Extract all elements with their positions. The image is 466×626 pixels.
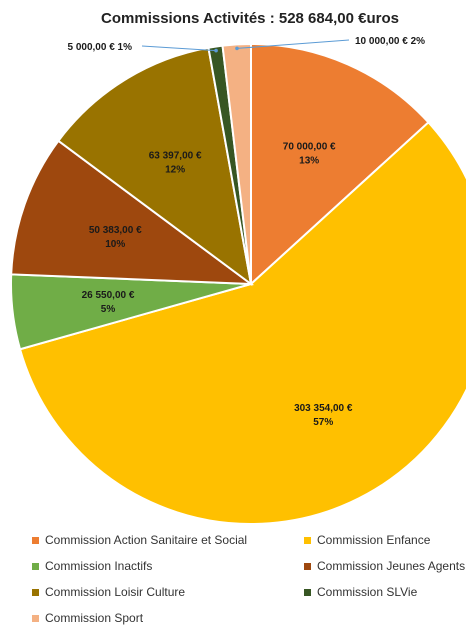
legend-swatch-commission-slvie bbox=[304, 589, 311, 597]
slice-label-commission-sport: 10 000,00 € 2% bbox=[355, 36, 425, 47]
legend-label-commission-loisir-culture: Commission Loisir Culture bbox=[45, 585, 186, 599]
legend-swatch-commission-sport bbox=[32, 615, 39, 623]
slice-pct-label-commission-enfance: 57% bbox=[313, 417, 333, 428]
slice-value-label-commission-loisir-culture: 63 397,00 € bbox=[149, 151, 202, 162]
legend-item-commission-sport: Commission Sport bbox=[32, 611, 143, 625]
legend-item-commission-action-sanitaire-et-social: Commission Action Sanitaire et Social bbox=[32, 533, 247, 547]
legend-label-commission-slvie: Commission SLVie bbox=[317, 585, 418, 599]
legend-swatch-commission-action-sanitaire-et-social bbox=[32, 537, 39, 545]
legend-swatch-commission-enfance bbox=[304, 537, 311, 545]
legend-label-commission-jeunes-agents: Commission Jeunes Agents bbox=[317, 559, 466, 573]
slice-pct-label-commission-jeunes-agents: 10% bbox=[105, 239, 125, 250]
slice-value-label-commission-slvie: 5 000,00 € bbox=[68, 42, 118, 53]
legend-item-commission-inactifs: Commission Inactifs bbox=[32, 559, 152, 573]
legend-item-commission-enfance: Commission Enfance bbox=[304, 533, 430, 547]
slice-label-commission-slvie: 5 000,00 € 1% bbox=[68, 42, 133, 53]
slice-value-label-commission-sport: 10 000,00 € bbox=[355, 36, 411, 47]
chart-title: Commissions Activités : 528 684,00 €uros bbox=[101, 10, 399, 27]
pie-chart: 70 000,00 € 13% 303 354,00 € 57% 26 550,00 €… bbox=[10, 36, 466, 525]
leader-line-commission-sport bbox=[236, 39, 350, 49]
legend-item-commission-jeunes-agents: Commission Jeunes Agents bbox=[304, 559, 465, 573]
legend-label-commission-enfance: Commission Enfance bbox=[317, 533, 431, 547]
slice-value-label-commission-enfance: 303 354,00 € bbox=[294, 403, 353, 414]
legend-label-commission-sport: Commission Sport bbox=[45, 611, 144, 625]
slice-pct-label-commission-inactifs: 5% bbox=[101, 304, 116, 315]
pie-slice-commission-jeunes-agents bbox=[10, 139, 255, 286]
leader-line-commission-slvie bbox=[141, 45, 217, 52]
legend-item-commission-slvie: Commission SLVie bbox=[304, 585, 417, 599]
slice-value-label-commission-inactifs: 26 550,00 € bbox=[82, 290, 135, 301]
legend-label-commission-action-sanitaire-et-social: Commission Action Sanitaire et Social bbox=[45, 533, 248, 547]
legend-swatch-commission-loisir-culture bbox=[32, 589, 39, 597]
slice-pct-label-commission-action-sanitaire-et-social: 13% bbox=[299, 155, 319, 166]
legend-swatch-commission-inactifs bbox=[32, 563, 39, 571]
legend-label-commission-inactifs: Commission Inactifs bbox=[45, 559, 153, 573]
pie-slice-commission-action-sanitaire-et-social bbox=[250, 42, 430, 287]
pie-slice-commission-enfance bbox=[18, 120, 466, 525]
pie-slice-commission-loisir-culture bbox=[56, 46, 253, 287]
legend-item-commission-loisir-culture: Commission Loisir Culture bbox=[32, 585, 185, 599]
pie-slice-commission-sport bbox=[221, 42, 252, 285]
slice-pct-label-commission-loisir-culture: 12% bbox=[165, 165, 185, 176]
slice-value-label-commission-action-sanitaire-et-social: 70 000,00 € bbox=[283, 141, 336, 152]
slice-value-label-commission-jeunes-agents: 50 383,00 € bbox=[89, 225, 142, 236]
slice-pct-label-commission-slvie: 1% bbox=[118, 42, 133, 53]
slice-pct-label-commission-sport: 2% bbox=[411, 36, 426, 47]
leader-tip-commission-slvie bbox=[214, 48, 218, 53]
leader-tip-commission-sport bbox=[235, 46, 239, 51]
legend-swatch-commission-jeunes-agents bbox=[304, 563, 311, 571]
